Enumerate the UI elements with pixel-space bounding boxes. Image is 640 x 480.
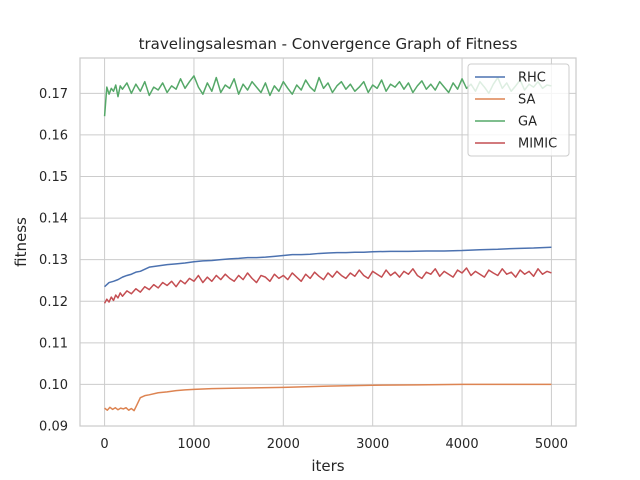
legend-items: RHC SA GA MIMIC (475, 71, 557, 152)
y-tick-labels: 0.09 0.10 0.11 0.12 0.13 0.14 0.15 0.16 0.17 (39, 87, 68, 435)
x-tick-label: 5000 (535, 437, 568, 452)
x-tick-labels: 0 1000 2000 3000 4000 5000 (100, 437, 568, 452)
x-tick-label: 2000 (267, 437, 300, 452)
x-tick-label: 0 (100, 437, 108, 452)
series-line-sa (104, 383, 552, 412)
x-axis-label: iters (311, 457, 344, 475)
y-tick-label: 0.11 (39, 336, 68, 351)
legend-label-ga: GA (518, 115, 537, 130)
y-tick-label: 0.16 (39, 128, 68, 143)
y-tick-label: 0.10 (39, 378, 68, 393)
chart-title: travelingsalesman - Convergence Graph of… (139, 35, 518, 53)
y-tick-label: 0.17 (39, 87, 68, 102)
y-tick-label: 0.09 (39, 420, 68, 435)
y-tick-label: 0.12 (39, 295, 68, 310)
legend-label-sa: SA (518, 93, 535, 108)
legend-box (467, 63, 570, 157)
legend-label-rhc: RHC (518, 71, 546, 86)
legend: RHC SA GA MIMIC (467, 63, 570, 157)
x-tick-label: 1000 (177, 437, 210, 452)
y-tick-label: 0.15 (39, 170, 68, 185)
series-line-mimic (103, 267, 552, 304)
series-lines (103, 75, 552, 412)
series-line-rhc (104, 246, 552, 288)
y-tick-label: 0.14 (39, 212, 68, 227)
x-tick-label: 3000 (356, 437, 389, 452)
y-axis-label: fitness (12, 217, 30, 267)
legend-label-mimic: MIMIC (518, 137, 557, 152)
x-tick-label: 4000 (446, 437, 479, 452)
plot-frame (79, 57, 577, 427)
y-tick-label: 0.13 (39, 253, 68, 268)
